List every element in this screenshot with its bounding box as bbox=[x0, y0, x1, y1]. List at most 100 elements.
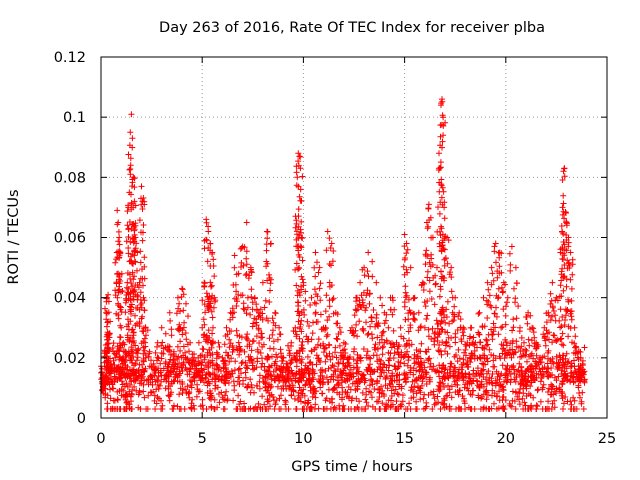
roti-point bbox=[379, 302, 386, 309]
roti-point bbox=[295, 299, 302, 306]
roti-point bbox=[331, 386, 338, 393]
y-axis-label: ROTI / TECUs bbox=[6, 189, 22, 284]
roti-point bbox=[524, 320, 531, 327]
roti-point bbox=[569, 256, 576, 263]
roti-point bbox=[282, 383, 289, 390]
roti-point bbox=[208, 283, 214, 290]
roti-point bbox=[116, 241, 123, 248]
roti-point bbox=[247, 405, 254, 412]
roti-point bbox=[507, 371, 514, 378]
roti-point bbox=[293, 282, 300, 289]
roti-point bbox=[506, 250, 513, 257]
roti-point bbox=[561, 165, 568, 172]
roti-point bbox=[513, 280, 520, 287]
roti-point bbox=[221, 341, 228, 348]
roti-point bbox=[440, 401, 447, 408]
roti-point bbox=[385, 397, 392, 404]
roti-point bbox=[326, 303, 333, 310]
roti-point bbox=[353, 321, 360, 328]
roti-point bbox=[139, 237, 146, 244]
roti-point bbox=[117, 334, 124, 341]
roti-point bbox=[299, 257, 306, 264]
roti-point bbox=[114, 406, 121, 412]
roti-point bbox=[247, 353, 254, 360]
roti-point bbox=[504, 299, 510, 306]
roti-point bbox=[299, 338, 306, 345]
roti-point bbox=[320, 406, 327, 412]
roti-point bbox=[425, 205, 432, 212]
roti-point bbox=[577, 394, 583, 401]
roti-point bbox=[371, 386, 378, 392]
roti-point bbox=[373, 380, 380, 387]
roti-point bbox=[373, 279, 380, 286]
roti-point bbox=[114, 207, 121, 214]
roti-point bbox=[468, 406, 475, 412]
roti-point bbox=[314, 318, 321, 325]
roti-point bbox=[527, 383, 534, 390]
roti-point bbox=[496, 376, 503, 383]
roti-point bbox=[436, 150, 442, 157]
roti-point bbox=[441, 395, 447, 402]
roti-point bbox=[229, 349, 236, 355]
roti-point bbox=[544, 405, 551, 412]
roti-point bbox=[397, 324, 404, 331]
roti-point bbox=[201, 379, 207, 386]
roti-point bbox=[235, 392, 242, 399]
roti-point bbox=[422, 303, 429, 310]
roti-point bbox=[326, 261, 333, 267]
roti-point bbox=[183, 389, 190, 396]
roti-point bbox=[406, 400, 413, 407]
roti-point bbox=[267, 280, 274, 287]
roti-point bbox=[99, 369, 105, 375]
roti-point bbox=[296, 153, 303, 160]
roti-point bbox=[242, 369, 249, 376]
roti-point bbox=[557, 386, 563, 393]
roti-point bbox=[238, 244, 245, 251]
x-tick-label: 20 bbox=[497, 431, 515, 447]
roti-point bbox=[467, 378, 474, 385]
roti-point bbox=[571, 397, 578, 404]
roti-point bbox=[186, 348, 192, 355]
roti-point bbox=[308, 404, 315, 411]
roti-point bbox=[319, 390, 326, 397]
roti-point bbox=[262, 406, 269, 412]
roti-point bbox=[339, 389, 346, 396]
roti-point bbox=[238, 360, 245, 367]
roti-point bbox=[408, 384, 415, 391]
roti-point bbox=[169, 406, 176, 412]
roti-point bbox=[545, 389, 551, 395]
roti-point bbox=[434, 393, 441, 400]
roti-point bbox=[384, 402, 391, 409]
roti-point bbox=[311, 385, 318, 392]
roti-point bbox=[250, 366, 256, 373]
roti-point bbox=[153, 400, 160, 407]
roti-point bbox=[345, 395, 352, 402]
roti-point bbox=[125, 401, 132, 408]
roti-point bbox=[521, 399, 528, 406]
roti-point bbox=[199, 345, 206, 352]
roti-point bbox=[296, 384, 303, 391]
roti-point bbox=[421, 391, 428, 398]
roti-point bbox=[560, 200, 567, 207]
roti-point bbox=[353, 360, 360, 367]
roti-point bbox=[179, 286, 186, 293]
roti-point bbox=[140, 222, 147, 228]
roti-point bbox=[206, 395, 213, 402]
roti-point bbox=[485, 286, 492, 293]
roti-point bbox=[390, 383, 396, 390]
roti-point bbox=[274, 383, 281, 390]
roti-point bbox=[291, 395, 298, 402]
roti-point bbox=[336, 406, 343, 412]
roti-point bbox=[560, 168, 567, 175]
roti-point bbox=[478, 395, 485, 402]
roti-point bbox=[317, 384, 324, 391]
roti-point bbox=[126, 405, 133, 412]
roti-point bbox=[317, 280, 324, 287]
roti-point bbox=[435, 399, 442, 406]
roti-point bbox=[300, 406, 307, 412]
roti-point bbox=[405, 354, 412, 361]
roti-point bbox=[144, 406, 151, 412]
roti-point bbox=[126, 166, 133, 173]
roti-point bbox=[446, 366, 453, 373]
roti-point bbox=[394, 406, 400, 412]
